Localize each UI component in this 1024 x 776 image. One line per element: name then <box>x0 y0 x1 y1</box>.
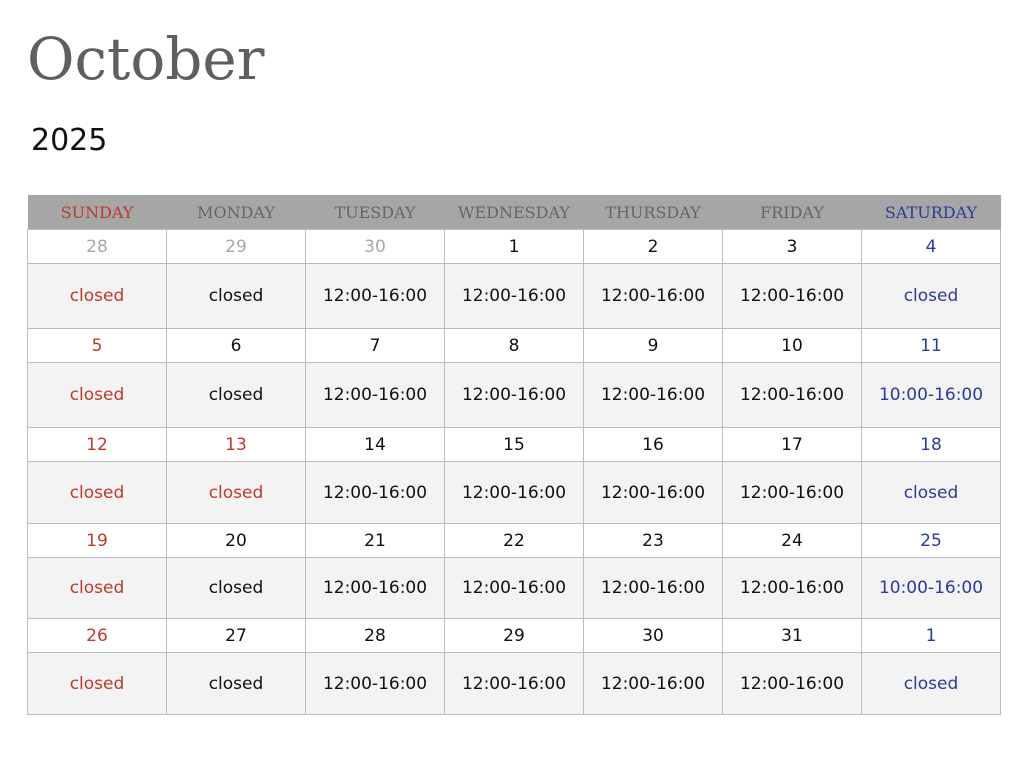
opening-hours: 12:00-16:00 <box>722 652 862 715</box>
opening-hours: closed <box>27 362 167 428</box>
opening-hours: 12:00-16:00 <box>444 263 584 329</box>
opening-hours: 12:00-16:00 <box>305 263 445 329</box>
weekday-header-row: SUNDAY MONDAY TUESDAY WEDNESDAY THURSDAY FRID… <box>27 195 1001 230</box>
hours-row: closed closed 12:00-16:00 12:00-16:00 12:00-… <box>27 461 1001 524</box>
opening-hours: 12:00-16:00 <box>722 263 862 329</box>
day-number: 1 <box>444 229 584 264</box>
opening-hours: 12:00-16:00 <box>722 461 862 524</box>
day-number: 10 <box>722 328 862 363</box>
day-number: 3 <box>722 229 862 264</box>
opening-hours: 12:00-16:00 <box>583 263 723 329</box>
date-row: 26 27 28 29 30 31 1 <box>27 618 1001 653</box>
opening-hours: 12:00-16:00 <box>583 461 723 524</box>
opening-hours: 12:00-16:00 <box>583 557 723 619</box>
hours-row: closed closed 12:00-16:00 12:00-16:00 12:00-… <box>27 557 1001 619</box>
opening-hours: 12:00-16:00 <box>583 362 723 428</box>
day-number: 8 <box>444 328 584 363</box>
day-number: 30 <box>305 229 445 264</box>
day-number: 26 <box>27 618 167 653</box>
weekday-header-monday: MONDAY <box>166 195 306 230</box>
month-title: October <box>27 25 265 93</box>
hours-row: closed closed 12:00-16:00 12:00-16:00 12:00-… <box>27 263 1001 329</box>
opening-hours: closed <box>166 557 306 619</box>
date-row: 28 29 30 1 2 3 4 <box>27 229 1001 264</box>
day-number: 30 <box>583 618 723 653</box>
day-number: 19 <box>27 523 167 558</box>
opening-hours: 12:00-16:00 <box>722 557 862 619</box>
hours-row: closed closed 12:00-16:00 12:00-16:00 12:00-… <box>27 362 1001 428</box>
opening-hours: closed <box>27 263 167 329</box>
day-number: 4 <box>861 229 1001 264</box>
weekday-header-thursday: THURSDAY <box>583 195 723 230</box>
weekday-header-wednesday: WEDNESDAY <box>444 195 584 230</box>
opening-hours: 12:00-16:00 <box>444 652 584 715</box>
opening-hours: 10:00-16:00 <box>861 557 1001 619</box>
opening-hours: closed <box>861 461 1001 524</box>
opening-hours: 12:00-16:00 <box>305 461 445 524</box>
year-label: 2025 <box>31 123 108 158</box>
day-number: 16 <box>583 427 723 462</box>
day-number: 29 <box>444 618 584 653</box>
day-number: 1 <box>861 618 1001 653</box>
day-number: 22 <box>444 523 584 558</box>
weekday-header-friday: FRIDAY <box>722 195 862 230</box>
opening-hours: 12:00-16:00 <box>583 652 723 715</box>
opening-hours: 12:00-16:00 <box>722 362 862 428</box>
date-row: 12 13 14 15 16 17 18 <box>27 427 1001 462</box>
day-number: 6 <box>166 328 306 363</box>
day-number: 25 <box>861 523 1001 558</box>
day-number: 28 <box>305 618 445 653</box>
day-number: 15 <box>444 427 584 462</box>
calendar-body: 28 29 30 1 2 3 4 closed closed 12:00-16:00 12:00-1… <box>27 229 1001 715</box>
day-number: 24 <box>722 523 862 558</box>
day-number: 5 <box>27 328 167 363</box>
day-number: 14 <box>305 427 445 462</box>
opening-hours: closed <box>861 652 1001 715</box>
day-number: 2 <box>583 229 723 264</box>
opening-hours: closed <box>166 263 306 329</box>
calendar-table: SUNDAY MONDAY TUESDAY WEDNESDAY THURSDAY FRID… <box>27 195 1001 715</box>
opening-hours: 10:00-16:00 <box>861 362 1001 428</box>
day-number: 21 <box>305 523 445 558</box>
opening-hours: closed <box>166 652 306 715</box>
day-number: 27 <box>166 618 306 653</box>
day-number: 29 <box>166 229 306 264</box>
date-row: 5 6 7 8 9 10 11 <box>27 328 1001 363</box>
opening-hours: 12:00-16:00 <box>444 557 584 619</box>
weekday-header-tuesday: TUESDAY <box>305 195 445 230</box>
day-number: 20 <box>166 523 306 558</box>
day-number: 9 <box>583 328 723 363</box>
opening-hours: 12:00-16:00 <box>305 557 445 619</box>
weekday-header-sunday: SUNDAY <box>27 195 167 230</box>
hours-row: closed closed 12:00-16:00 12:00-16:00 12:00-… <box>27 652 1001 715</box>
day-number: 11 <box>861 328 1001 363</box>
day-number: 23 <box>583 523 723 558</box>
weekday-header-saturday: SATURDAY <box>861 195 1001 230</box>
opening-hours: closed <box>27 557 167 619</box>
day-number: 12 <box>27 427 167 462</box>
opening-hours: closed <box>27 652 167 715</box>
day-number: 28 <box>27 229 167 264</box>
opening-hours: closed <box>166 461 306 524</box>
date-row: 19 20 21 22 23 24 25 <box>27 523 1001 558</box>
opening-hours: closed <box>166 362 306 428</box>
opening-hours: closed <box>27 461 167 524</box>
day-number: 31 <box>722 618 862 653</box>
opening-hours: 12:00-16:00 <box>305 652 445 715</box>
day-number: 17 <box>722 427 862 462</box>
opening-hours: 12:00-16:00 <box>305 362 445 428</box>
day-number: 7 <box>305 328 445 363</box>
day-number: 13 <box>166 427 306 462</box>
day-number: 18 <box>861 427 1001 462</box>
opening-hours: closed <box>861 263 1001 329</box>
opening-hours: 12:00-16:00 <box>444 362 584 428</box>
opening-hours: 12:00-16:00 <box>444 461 584 524</box>
